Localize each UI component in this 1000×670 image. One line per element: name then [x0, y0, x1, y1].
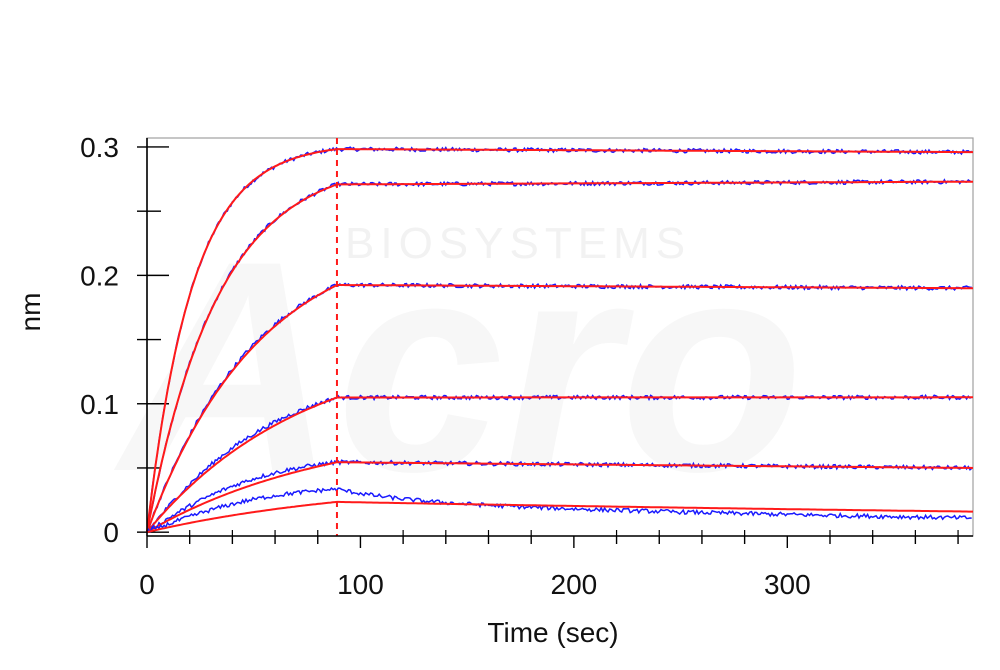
series-layer [146, 146, 974, 534]
watermark-logo: Acro [111, 198, 804, 534]
y-tick-label: 0 [103, 517, 119, 548]
measured-curve [146, 487, 972, 533]
x-axis-label: Time (sec) [487, 617, 618, 648]
fit-curve [146, 461, 974, 533]
x-tick-label: 300 [764, 569, 811, 600]
x-tick-label: 0 [139, 569, 155, 600]
x-tick-label: 200 [551, 569, 598, 600]
fit-curve [146, 180, 973, 533]
y-tick-labels: 0 0.1 0.2 0.3 [80, 132, 119, 548]
y-tick-label: 0.3 [80, 132, 119, 163]
measured-curve [146, 393, 973, 533]
watermark-text: BIOSYSTEMS [345, 219, 691, 268]
y-tick-label: 0.1 [80, 389, 119, 420]
fit-curve [146, 148, 973, 533]
y-tick-label: 0.2 [80, 260, 119, 291]
axis-ticks [137, 146, 959, 548]
fit-curve [146, 396, 973, 533]
x-tick-labels: 0 100 200 300 [139, 569, 810, 600]
fit-curve [146, 284, 973, 533]
y-axis-label: nm [15, 293, 46, 332]
axes [146, 138, 973, 537]
watermark: Acro BIOSYSTEMS [111, 198, 804, 534]
fit-curve [146, 500, 973, 534]
x-tick-label: 100 [337, 569, 384, 600]
